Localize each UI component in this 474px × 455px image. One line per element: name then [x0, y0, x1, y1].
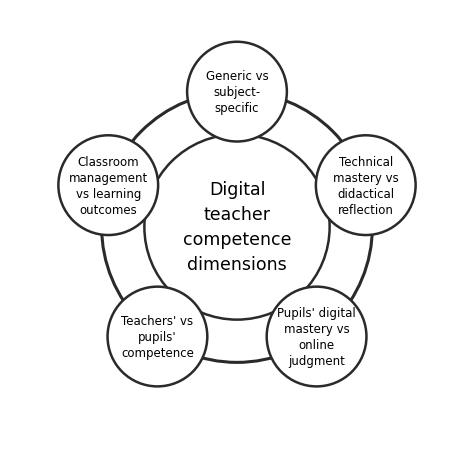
Text: Digital
teacher
competence
dimensions: Digital teacher competence dimensions	[183, 181, 291, 274]
Circle shape	[58, 136, 158, 236]
Circle shape	[187, 43, 287, 142]
Circle shape	[267, 287, 366, 387]
Text: Classroom
management
vs learning
outcomes: Classroom management vs learning outcome…	[69, 155, 148, 216]
Text: Teachers' vs
pupils'
competence: Teachers' vs pupils' competence	[121, 314, 194, 359]
Circle shape	[145, 135, 329, 320]
Text: Generic vs
subject-
specific: Generic vs subject- specific	[206, 70, 268, 115]
Circle shape	[108, 287, 207, 387]
Text: Pupils' digital
mastery vs
online
judgment: Pupils' digital mastery vs online judgme…	[277, 306, 356, 367]
Text: Technical
mastery vs
didactical
reflection: Technical mastery vs didactical reflecti…	[333, 155, 399, 216]
Circle shape	[316, 136, 416, 236]
